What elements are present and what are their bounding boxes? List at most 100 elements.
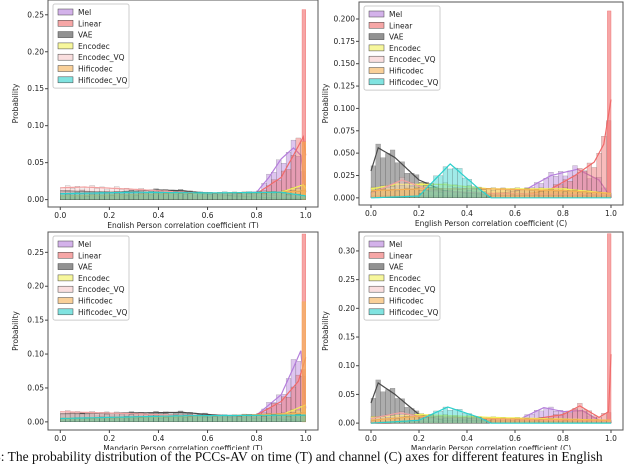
legend: MelLinearVAEEncodecEncodec_VQHificodecHi… — [364, 6, 440, 90]
histogram-bar — [70, 193, 75, 199]
x-tick-label: 0.0 — [365, 209, 377, 218]
histogram-bar — [539, 191, 544, 198]
histogram-bar — [510, 189, 515, 198]
x-tick-label: 0.2 — [103, 211, 115, 220]
y-tick-label: 0.15 — [27, 84, 44, 93]
histogram-bar — [496, 189, 501, 198]
histogram-bar — [266, 415, 271, 422]
y-tick-label: 0.25 — [27, 248, 44, 257]
y-tick-label: 0.075 — [334, 126, 356, 135]
x-tick-label: 0.4 — [152, 434, 164, 443]
histogram-bar — [90, 194, 95, 200]
histogram-bar — [592, 192, 597, 197]
legend-label: Encodec — [78, 42, 110, 51]
y-tick-label: 0.05 — [338, 390, 355, 399]
histogram-bar — [544, 190, 549, 198]
histogram-bar — [424, 418, 429, 423]
x-tick-label: 0.4 — [461, 434, 473, 443]
histogram-bar — [448, 410, 453, 423]
histogram-bar — [568, 191, 573, 198]
y-tick-label: 0.175 — [334, 37, 356, 46]
y-tick-label: 0.05 — [27, 383, 44, 392]
histogram-bar — [505, 190, 510, 198]
histogram-bar — [163, 194, 168, 200]
legend-label: Encodec — [78, 274, 110, 283]
histogram-bar — [242, 415, 247, 421]
y-tick-label: 0.15 — [338, 333, 355, 342]
histogram-bar — [80, 418, 85, 422]
histogram-bar — [371, 192, 376, 198]
y-tick-label: 0.10 — [338, 361, 355, 370]
histogram-bar — [301, 196, 306, 200]
histogram-bar — [114, 418, 119, 422]
histogram-bar — [188, 417, 193, 422]
histogram-bar — [252, 416, 257, 422]
histogram-bar — [553, 191, 558, 198]
histogram-bar — [203, 193, 208, 199]
y-tick-label: 0.200 — [334, 14, 356, 23]
histogram-bar — [453, 409, 458, 423]
legend-swatch — [58, 77, 73, 83]
legend-swatch — [58, 9, 73, 15]
histogram-bar — [188, 194, 193, 200]
x-tick-label: 1.0 — [300, 434, 312, 443]
y-tick-label: 0.15 — [27, 316, 44, 325]
legend-swatch — [369, 241, 384, 247]
x-tick-label: 0.8 — [557, 209, 569, 218]
histogram-bar — [597, 153, 602, 198]
histogram-bar — [462, 178, 467, 198]
histogram-bar — [227, 416, 232, 422]
histogram-bar — [129, 417, 134, 422]
histogram-bar — [139, 417, 144, 421]
legend: MelLinearVAEEncodecEncodec_VQHificodecHi… — [53, 4, 129, 88]
legend-swatch — [58, 66, 73, 72]
legend-swatch — [58, 252, 73, 258]
x-tick-label: 0.6 — [509, 209, 521, 218]
histogram-bar — [472, 187, 477, 198]
y-tick-label: 0.20 — [27, 47, 44, 56]
y-tick-label: 0.150 — [334, 59, 356, 68]
histogram-bar — [237, 416, 242, 421]
legend-label: VAE — [389, 33, 404, 42]
histogram-bar — [472, 417, 477, 423]
histogram-bar — [119, 417, 124, 422]
histogram-bar — [262, 416, 267, 422]
histogram-bar — [276, 193, 281, 200]
legend-swatch — [369, 11, 384, 17]
histogram-bar — [168, 193, 173, 200]
y-tick-label: 0.20 — [27, 282, 44, 291]
histogram-bar — [104, 418, 109, 422]
y-axis-label: Probability — [321, 311, 330, 351]
histogram-bar — [139, 193, 144, 199]
legend-label: Hificodec — [78, 297, 113, 306]
legend-label: Mel — [389, 240, 402, 249]
legend-label: Encodec — [389, 44, 421, 53]
histogram-bar — [65, 194, 70, 199]
histogram-bar — [252, 193, 257, 200]
histogram-bar — [65, 419, 70, 422]
y-tick-label: 0.10 — [27, 350, 44, 359]
x-tick-label: 0.6 — [509, 434, 521, 443]
histogram-bar — [104, 193, 109, 199]
legend-label: VAE — [78, 31, 93, 40]
histogram-bar — [129, 193, 134, 200]
legend-swatch — [58, 32, 73, 38]
legend-swatch — [369, 252, 384, 258]
legend-label: Encodec_VQ — [78, 53, 125, 62]
histogram-bar — [119, 192, 124, 199]
histogram-bar — [587, 193, 592, 198]
legend: MelLinearVAEEncodecEncodec_VQHificodecHi… — [364, 236, 440, 320]
legend-label: Hificodec — [389, 297, 424, 306]
y-tick-label: 0.30 — [338, 246, 355, 255]
y-axis-label: Probability — [321, 83, 330, 123]
y-tick-label: 0.00 — [27, 195, 44, 204]
legend-swatch — [58, 298, 73, 304]
legend-label: Mel — [78, 240, 91, 249]
legend-label: Hificodec_VQ — [389, 308, 439, 317]
histogram-bar — [178, 416, 183, 422]
series-hificodec_vq — [60, 191, 305, 199]
y-tick-label: 0.25 — [27, 10, 44, 19]
legend-label: Hificodec_VQ — [78, 76, 128, 85]
